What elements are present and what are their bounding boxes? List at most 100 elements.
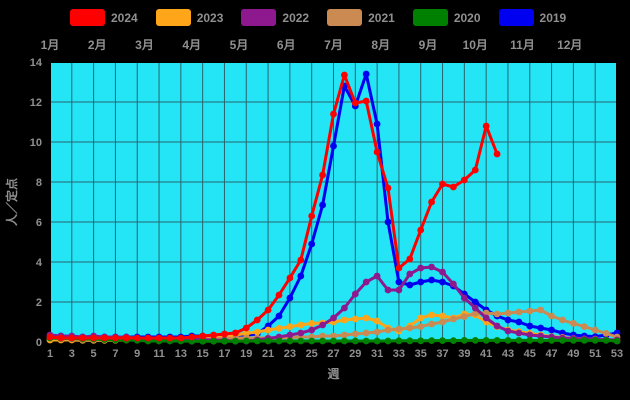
data-point-2024 <box>232 329 239 337</box>
data-point-2021 <box>351 330 359 338</box>
x-tick-label: 47 <box>545 348 557 360</box>
data-point-2024 <box>482 122 490 130</box>
x-tick-label: 25 <box>306 348 318 360</box>
data-point-2024 <box>362 97 370 105</box>
month-label: 7月 <box>324 38 343 52</box>
x-tick-label: 21 <box>262 348 274 360</box>
month-label: 3月 <box>135 38 154 52</box>
data-point-2024 <box>417 226 425 234</box>
data-point-2021 <box>460 313 468 320</box>
data-point-2022 <box>515 329 523 337</box>
data-point-2020 <box>362 337 370 345</box>
y-tick-label: 2 <box>36 297 42 309</box>
data-point-2019 <box>526 322 534 330</box>
data-point-2022 <box>428 263 435 271</box>
data-point-2024 <box>395 264 403 272</box>
month-label: 9月 <box>419 38 438 52</box>
data-point-2022 <box>406 270 414 278</box>
month-label: 12月 <box>557 38 582 52</box>
data-point-2024 <box>384 184 392 192</box>
data-point-2020 <box>559 337 566 344</box>
data-point-2020 <box>537 337 545 344</box>
data-point-2022 <box>297 329 305 337</box>
legend-item-2019: 2019 <box>498 9 566 26</box>
data-point-2020 <box>580 337 588 344</box>
data-point-2020 <box>351 337 359 345</box>
data-point-2024 <box>221 330 228 338</box>
data-point-2024 <box>439 180 446 188</box>
data-point-2020 <box>286 337 294 345</box>
y-tick-label: 4 <box>36 257 43 269</box>
data-point-2021 <box>504 309 512 317</box>
legend-swatch-2022 <box>241 9 277 26</box>
data-point-2024 <box>177 334 185 342</box>
legend-item-2021: 2021 <box>327 9 395 26</box>
x-tick-label: 15 <box>197 348 209 360</box>
data-point-2020 <box>319 337 326 345</box>
legend: 2024 2023 2022 2021 2020 2019 <box>70 9 566 26</box>
data-point-2021 <box>515 308 523 316</box>
data-point-2024 <box>144 334 152 342</box>
x-tick-label: 13 <box>175 348 187 360</box>
data-point-2023 <box>286 323 294 330</box>
data-point-2020 <box>384 337 392 345</box>
data-point-2020 <box>515 337 523 344</box>
data-point-2021 <box>362 329 370 337</box>
data-point-2020 <box>210 337 218 345</box>
data-point-2022 <box>471 304 479 312</box>
data-point-2020 <box>613 337 621 345</box>
x-tick-label: 23 <box>284 348 296 360</box>
data-point-2024 <box>210 331 218 339</box>
x-tick-label: 17 <box>218 348 230 360</box>
legend-item-2023: 2023 <box>155 9 224 26</box>
x-tick-label: 45 <box>524 348 536 360</box>
data-point-2024 <box>428 198 435 206</box>
y-tick-label: 12 <box>30 97 42 109</box>
data-point-2021 <box>570 320 577 327</box>
x-tick-label: 27 <box>327 348 339 360</box>
data-point-2022 <box>493 322 501 330</box>
data-point-2024 <box>460 176 468 184</box>
data-point-2020 <box>373 337 381 345</box>
data-point-2020 <box>221 337 228 345</box>
data-point-2020 <box>330 337 337 345</box>
data-point-2021 <box>537 306 545 314</box>
month-label: 2月 <box>88 38 107 52</box>
data-point-2020 <box>417 337 425 345</box>
data-point-2021 <box>341 331 348 339</box>
data-point-2020 <box>504 337 512 344</box>
legend-label: 2023 <box>196 10 224 25</box>
x-tick-label: 49 <box>567 348 579 360</box>
data-point-2024 <box>330 110 337 118</box>
x-tick-label: 53 <box>611 348 623 360</box>
y-tick-label: 8 <box>36 177 42 189</box>
data-point-2019 <box>428 276 435 284</box>
data-point-2021 <box>384 326 392 334</box>
data-point-2024 <box>341 71 348 79</box>
x-tick-label: 43 <box>502 348 514 360</box>
data-point-2020 <box>406 337 414 345</box>
data-point-2019 <box>384 218 392 226</box>
x-tick-label: 33 <box>393 348 405 360</box>
data-point-2022 <box>482 314 490 322</box>
data-point-2019 <box>471 298 479 306</box>
data-point-2020 <box>341 337 348 345</box>
data-point-2020 <box>232 337 239 345</box>
data-point-2024 <box>199 332 207 340</box>
data-point-2019 <box>373 120 381 128</box>
data-point-2024 <box>68 334 76 342</box>
x-tick-label: 37 <box>436 348 448 360</box>
month-label: 5月 <box>230 38 249 52</box>
data-point-2024 <box>101 334 108 342</box>
data-point-2019 <box>406 281 414 289</box>
data-point-2022 <box>504 327 512 335</box>
data-point-2022 <box>373 272 381 280</box>
data-point-2021 <box>548 312 555 320</box>
data-point-2019 <box>548 326 555 334</box>
data-point-2022 <box>439 268 446 276</box>
data-point-2020 <box>264 337 272 345</box>
legend-swatch-2020 <box>412 9 448 26</box>
data-point-2024 <box>122 334 130 342</box>
legend-swatch-2023 <box>155 9 191 26</box>
data-point-2021 <box>406 324 414 332</box>
